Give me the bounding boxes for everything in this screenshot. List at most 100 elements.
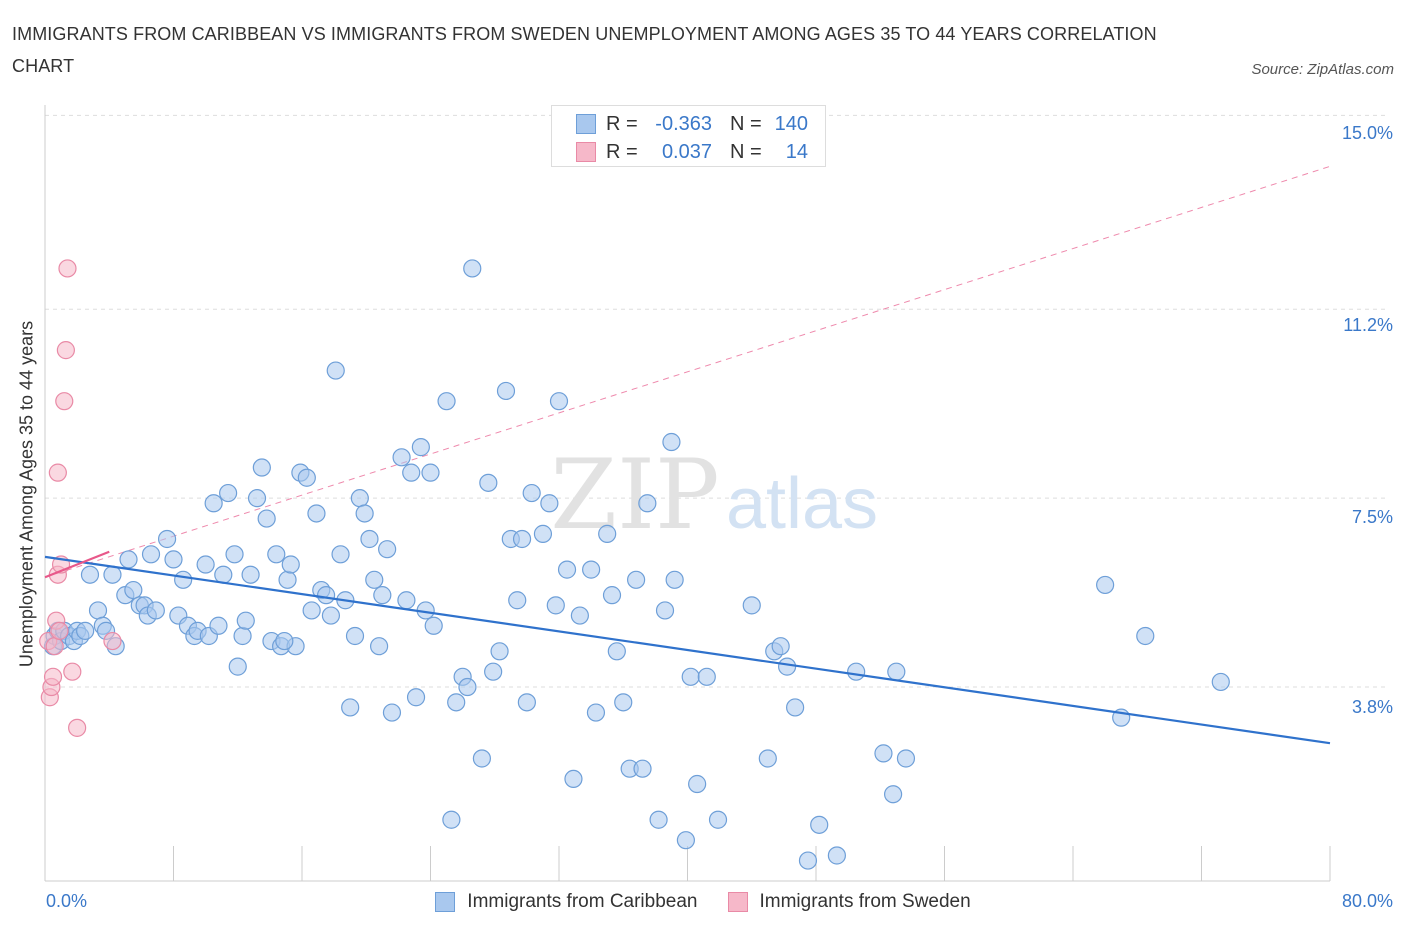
caribbean-point — [614, 693, 633, 712]
caribbean-point — [649, 810, 668, 829]
r-value: -0.363 — [655, 112, 712, 135]
caribbean-point — [665, 570, 684, 589]
caribbean-point — [688, 774, 707, 794]
series-legend: Immigrants from Caribbean Immigrants fro… — [0, 890, 1406, 914]
caribbean-point — [883, 785, 903, 804]
caribbean-point — [402, 463, 421, 482]
caribbean-point — [874, 744, 893, 763]
caribbean-point — [1211, 672, 1230, 692]
legend-label-caribbean: Immigrants from Caribbean — [467, 891, 698, 912]
caribbean-point — [676, 831, 695, 850]
caribbean-point — [490, 642, 509, 661]
caribbean-point — [275, 631, 294, 651]
caribbean-point — [522, 483, 541, 503]
caribbean-point — [146, 601, 165, 620]
caribbean-point — [345, 626, 365, 646]
y-tick-label: 15.0% — [1341, 123, 1393, 143]
legend-row-sweden: R = 0.037 N = 14 — [576, 141, 808, 163]
chart-source: Source: ZipAtlas.com — [1251, 61, 1394, 78]
caribbean-point — [777, 657, 797, 676]
caribbean-point — [472, 749, 491, 768]
caribbean-point — [355, 504, 374, 523]
caribbean-point — [421, 463, 440, 482]
caribbean-swatch — [576, 114, 596, 134]
caribbean-point — [103, 565, 122, 584]
r-value: 0.037 — [661, 140, 712, 163]
caribbean-point — [209, 616, 228, 635]
caribbean-trend-line — [44, 555, 1331, 745]
caribbean-point — [341, 698, 360, 717]
caribbean-point — [786, 698, 805, 717]
caribbean-point — [662, 432, 681, 452]
n-label: N = — [730, 112, 762, 135]
n-value: 14 — [785, 140, 808, 163]
caribbean-point — [252, 458, 271, 477]
caribbean-point — [564, 769, 583, 789]
caribbean-point — [598, 524, 617, 543]
caribbean-point — [586, 703, 606, 722]
sweden-point — [68, 718, 87, 737]
legend-item-sweden: Immigrants from Sweden — [727, 891, 971, 913]
caribbean-point — [633, 759, 652, 778]
caribbean-swatch — [435, 892, 456, 912]
caribbean-point — [697, 667, 716, 686]
sweden-point — [48, 463, 67, 482]
caribbean-point — [267, 545, 286, 564]
caribbean-point — [517, 693, 536, 712]
caribbean-point — [278, 570, 297, 589]
caribbean-point — [479, 473, 498, 492]
caribbean-point — [896, 749, 916, 768]
caribbean-point — [1096, 575, 1115, 595]
sweden-point — [58, 259, 77, 278]
caribbean-point — [370, 637, 389, 656]
caribbean-point — [549, 392, 569, 411]
caribbean-point — [397, 591, 416, 610]
sweden-point — [55, 392, 74, 411]
r-label: R = — [606, 140, 638, 163]
caribbean-point — [392, 448, 411, 467]
caribbean-point — [373, 586, 392, 605]
sweden-points — [39, 259, 122, 737]
caribbean-point — [302, 601, 321, 620]
stats-legend: R = -0.363 N = 140 R = 0.037 N = 14 — [551, 105, 826, 167]
r-label: R = — [606, 112, 638, 135]
legend-label-sweden: Immigrants from Sweden — [759, 891, 971, 912]
sweden-trend-line — [44, 550, 110, 579]
caribbean-point — [655, 601, 675, 620]
caribbean-point — [174, 570, 193, 589]
caribbean-point — [602, 586, 622, 605]
caribbean-point — [411, 438, 430, 457]
caribbean-point — [124, 580, 143, 600]
caribbean-point — [225, 545, 244, 564]
caribbean-point — [512, 529, 532, 549]
caribbean-point — [196, 555, 215, 574]
caribbean-point — [484, 662, 503, 681]
caribbean-point — [533, 524, 553, 543]
caribbean-point — [508, 591, 527, 610]
caribbean-point — [164, 550, 183, 569]
caribbean-point — [447, 693, 466, 712]
caribbean-point — [281, 555, 300, 574]
sweden-trend-dashed — [44, 165, 1331, 578]
grid-lines — [45, 114, 1385, 688]
caribbean-point — [847, 662, 866, 681]
caribbean-point — [798, 851, 818, 870]
trend-lines — [44, 550, 1331, 745]
caribbean-point — [236, 611, 255, 630]
caribbean-point — [827, 846, 846, 865]
caribbean-point — [424, 616, 443, 635]
caribbean-point — [241, 565, 260, 584]
caribbean-point — [582, 560, 601, 579]
caribbean-point — [496, 381, 516, 401]
caribbean-point — [365, 570, 384, 589]
caribbean-point — [626, 570, 646, 589]
sweden-point — [50, 621, 69, 640]
caribbean-point — [607, 642, 626, 661]
caribbean-point — [406, 688, 426, 707]
sweden-point — [103, 631, 122, 651]
caribbean-point — [326, 361, 345, 380]
caribbean-points — [43, 259, 1230, 870]
caribbean-point — [257, 509, 276, 528]
caribbean-point — [463, 259, 482, 278]
